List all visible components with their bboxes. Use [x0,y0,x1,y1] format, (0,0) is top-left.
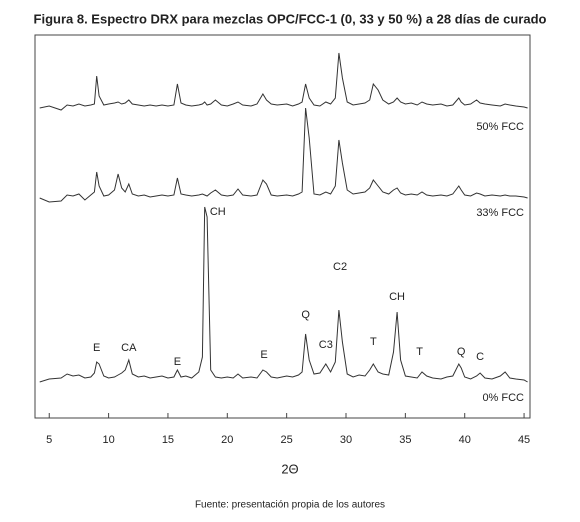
series-label: 0% FCC [482,392,524,404]
peak-label: CH [389,291,405,303]
x-tick-label: 40 [459,434,471,446]
peak-label: E [174,356,181,368]
series-label: 50% FCC [476,121,524,133]
x-tick-label: 15 [162,434,174,446]
x-tick-label: 10 [102,434,114,446]
peak-label: C2 [333,261,347,273]
x-tick-label: 45 [518,434,530,446]
peak-label: Q [301,309,310,321]
peak-label: C3 [319,339,333,351]
peak-label: CA [121,342,137,354]
x-tick-label: 25 [281,434,293,446]
x-tick-label: 30 [340,434,352,446]
peak-label: CH [210,206,226,218]
series-label: 33% FCC [476,207,524,219]
xrd-trace [39,206,528,383]
x-tick-label: 35 [399,434,411,446]
peak-label: E [93,342,100,354]
peak-label: E [260,349,267,361]
peak-label: C [476,351,484,363]
xrd-trace [39,52,528,111]
x-tick-label: 20 [221,434,233,446]
peak-label: Q [457,346,466,358]
xrd-trace [39,107,528,203]
peak-label: T [416,346,423,358]
peak-label: T [370,336,377,348]
x-axis-label: 2Θ [281,461,298,476]
caption: Fuente: presentación propia de los autor… [195,500,385,511]
chart-title: Figura 8. Espectro DRX para mezclas OPC/… [34,11,547,26]
plot-frame [34,34,531,419]
x-tick-label: 5 [46,434,52,446]
